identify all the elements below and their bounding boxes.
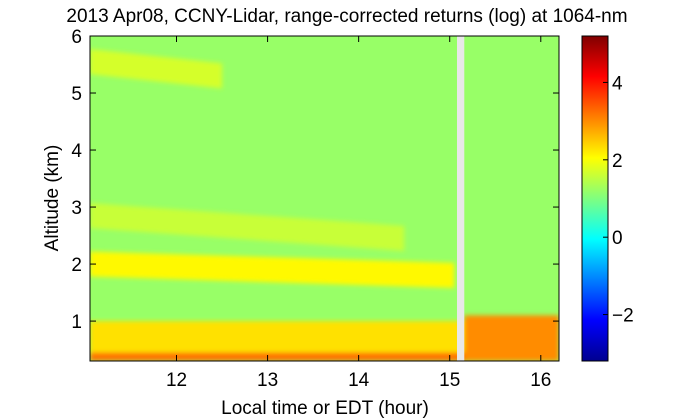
colorbar-tick-label: 0 <box>612 228 623 249</box>
heatmap-background <box>90 36 559 361</box>
y-tick-label: 4 <box>71 141 82 162</box>
layer-mid-aerosol-band <box>90 203 405 251</box>
colorbar-tick-label: −2 <box>612 306 634 327</box>
aerosol-layers <box>90 49 559 361</box>
y-tick-label: 2 <box>71 255 82 276</box>
colorbar-tick-label: 4 <box>612 73 623 94</box>
layer-upper-band <box>90 49 223 89</box>
y-tick-label: 5 <box>71 84 82 105</box>
plot-frame <box>89 35 560 362</box>
layer-surface-layer <box>90 352 559 361</box>
layer-post-gap-boundary-layer <box>464 315 559 361</box>
y-tick-label: 3 <box>71 198 82 219</box>
y-tick-label: 1 <box>71 312 82 333</box>
data-gap <box>457 36 465 361</box>
colorbar: −2 0 2 4 <box>581 35 634 362</box>
x-tick-label: 12 <box>166 370 187 391</box>
colorbar-gradient <box>581 35 609 362</box>
y-axis: 1 2 3 4 5 6 <box>71 27 559 333</box>
chart-title: 2013 Apr08, CCNY-Lidar, range-corrected … <box>66 6 627 27</box>
x-tick-label: 14 <box>348 370 370 391</box>
x-tick-label: 13 <box>257 370 278 391</box>
x-tick-label: 15 <box>439 370 460 391</box>
colorbar-ticks: −2 0 2 4 <box>603 73 634 327</box>
y-tick-label: 6 <box>71 27 82 48</box>
plot-area <box>90 36 559 361</box>
y-axis-label: Altitude (km) <box>42 145 63 252</box>
x-axis: 12 13 14 15 16 <box>166 36 551 391</box>
colorbar-tick-label: 2 <box>612 151 623 172</box>
x-axis-label: Local time or EDT (hour) <box>221 398 429 419</box>
x-tick-label: 16 <box>530 370 551 391</box>
layer-low-aerosol-band <box>90 251 455 289</box>
